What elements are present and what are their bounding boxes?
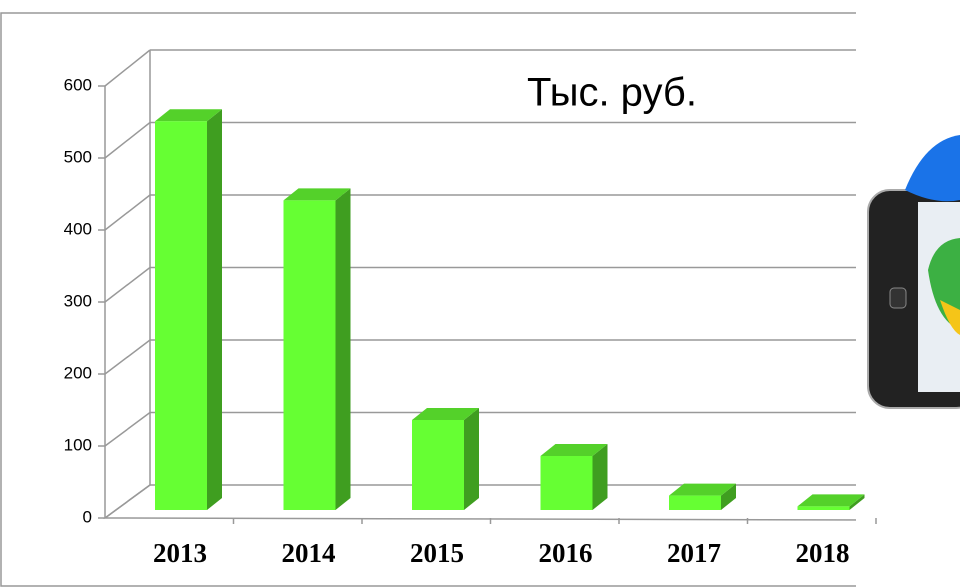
x-tick-label: 2016 bbox=[539, 538, 593, 568]
bar-front bbox=[284, 200, 336, 510]
bar-side bbox=[207, 109, 222, 510]
bar bbox=[412, 408, 479, 510]
bar bbox=[284, 188, 351, 510]
y-tick-label: 500 bbox=[64, 147, 92, 166]
x-tick-label: 2015 bbox=[410, 538, 464, 568]
x-tick-label: 2013 bbox=[153, 538, 207, 568]
bar bbox=[541, 444, 608, 510]
x-tick-label: 2014 bbox=[282, 538, 336, 568]
y-tick-label: 600 bbox=[64, 75, 92, 94]
x-tick-label: 2018 bbox=[796, 538, 850, 568]
chart: 0 100 200 300 400 500 600 2013 2014 2015 2016 2017… bbox=[0, 0, 960, 587]
y-tick-label: 200 bbox=[64, 363, 92, 382]
y-tick-label: 100 bbox=[64, 435, 92, 454]
bar-side bbox=[336, 188, 351, 510]
bar-front bbox=[669, 496, 721, 510]
y-tick-label: 400 bbox=[64, 219, 92, 238]
bar-front bbox=[155, 121, 207, 510]
x-tick-label: 2017 bbox=[667, 538, 721, 568]
bar-side bbox=[464, 408, 479, 510]
bar bbox=[155, 109, 222, 510]
bar-front bbox=[541, 456, 593, 510]
bar-front bbox=[412, 420, 464, 510]
annotation: Тыс. руб. bbox=[527, 71, 697, 115]
bar-front bbox=[798, 506, 850, 510]
y-tick-label: 300 bbox=[64, 291, 92, 310]
y-tick-label: 0 bbox=[83, 507, 92, 526]
